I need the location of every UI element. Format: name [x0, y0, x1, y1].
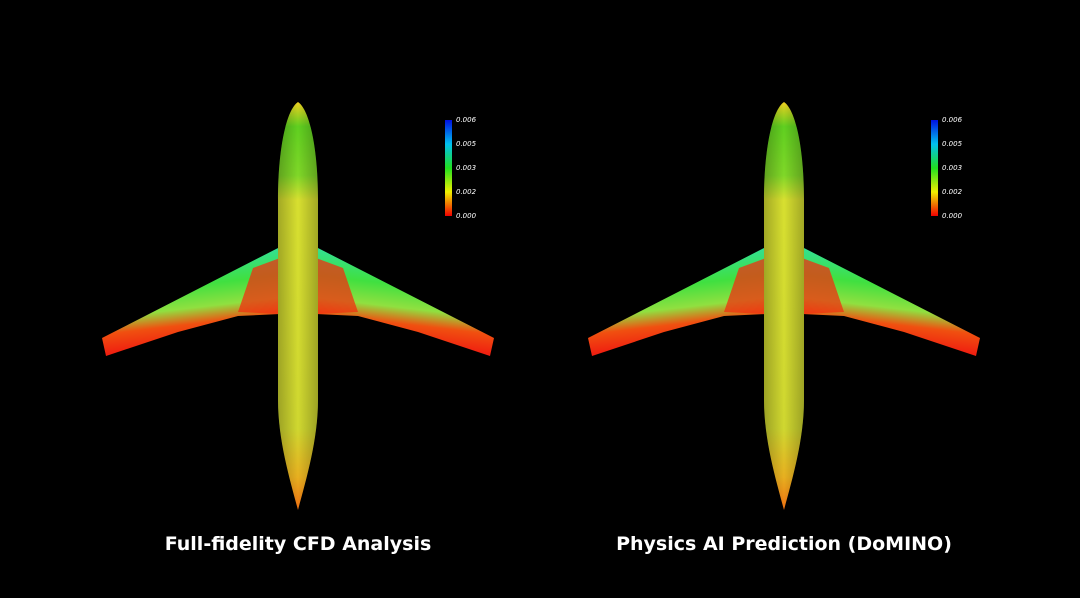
wing-hotspot [802, 258, 844, 314]
panel: 0.006 0.005 0.003 0.002 0.000 Full-fidelity C… [102, 102, 494, 555]
colorbar-label: 0.002 [942, 188, 963, 196]
aircraft [102, 102, 494, 510]
colorbar [931, 120, 938, 216]
caption: Physics AI Prediction (DoMINO) [616, 533, 952, 555]
colorbar-label: 0.006 [942, 116, 963, 124]
colorbar-label: 0.006 [456, 116, 477, 124]
colorbar-label: 0.003 [942, 164, 962, 172]
left-wing [102, 247, 280, 356]
right-wing [802, 247, 980, 356]
wing-hotspot [238, 258, 280, 314]
colorbar-label: 0.005 [456, 140, 477, 148]
colorbar-label: 0.000 [456, 212, 477, 220]
right-wing [316, 247, 494, 356]
aircraft [588, 102, 980, 510]
wing-hotspot [724, 258, 766, 314]
colorbar [445, 120, 452, 216]
colorbar-label: 0.002 [456, 188, 477, 196]
fuselage-shade [764, 102, 804, 510]
caption: Full-fidelity CFD Analysis [165, 533, 432, 555]
left-wing [588, 247, 766, 356]
colorbar-label: 0.003 [456, 164, 476, 172]
colorbar-label: 0.005 [942, 140, 963, 148]
colorbar-label: 0.000 [942, 212, 963, 220]
fuselage-shade [278, 102, 318, 510]
panel: 0.006 0.005 0.003 0.002 0.000 Physics AI Pred… [588, 102, 980, 555]
wing-hotspot [316, 258, 358, 314]
